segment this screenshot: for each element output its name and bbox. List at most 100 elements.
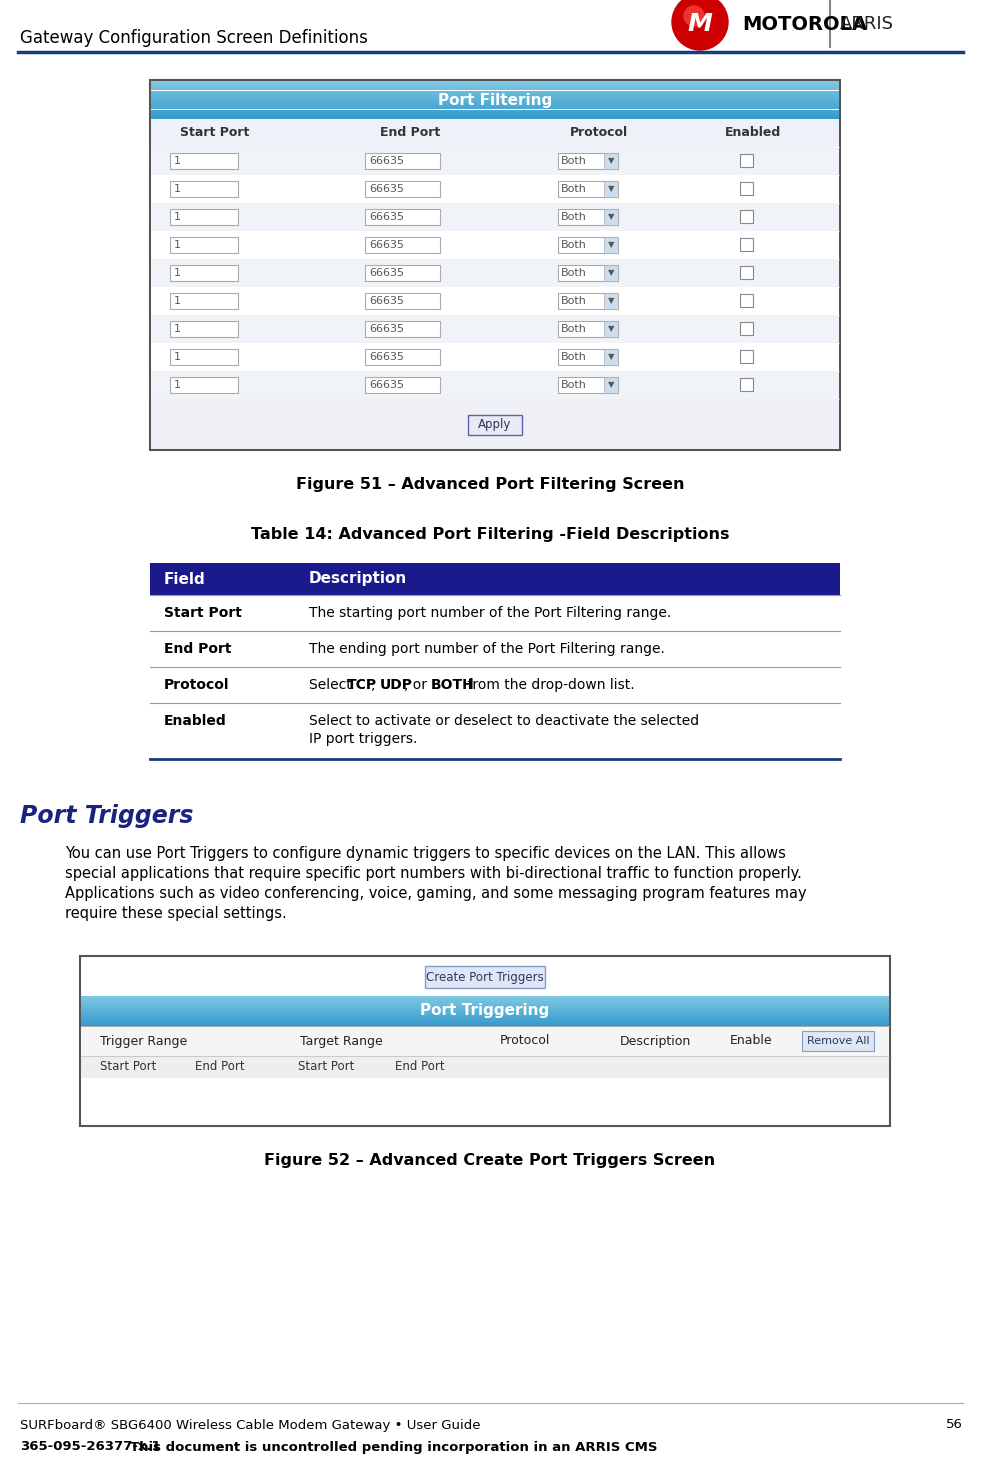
- Text: 1: 1: [174, 184, 181, 195]
- Bar: [170, 182, 238, 198]
- Text: Target Range: Target Range: [300, 1035, 383, 1048]
- Text: require these special settings.: require these special settings.: [65, 906, 286, 921]
- Text: Figure 51 – Advanced Port Filtering Screen: Figure 51 – Advanced Port Filtering Scre…: [295, 477, 685, 492]
- Text: Apply: Apply: [479, 419, 512, 430]
- Bar: [365, 293, 440, 309]
- Bar: [170, 154, 238, 168]
- Bar: [151, 203, 839, 231]
- Text: Both: Both: [561, 268, 587, 278]
- Bar: [425, 966, 545, 988]
- Text: 66635: 66635: [369, 240, 404, 250]
- Bar: [365, 182, 440, 198]
- Text: Both: Both: [561, 351, 587, 362]
- Bar: [150, 668, 840, 703]
- Bar: [170, 293, 238, 309]
- Text: BOTH: BOTH: [431, 678, 475, 692]
- Text: Port Triggers: Port Triggers: [20, 804, 193, 829]
- Text: ▼: ▼: [608, 353, 614, 362]
- Text: UDP: UDP: [380, 678, 413, 692]
- Text: End Port: End Port: [164, 643, 232, 656]
- Text: Create Port Triggers: Create Port Triggers: [426, 971, 543, 984]
- Bar: [740, 322, 753, 335]
- Text: , or: , or: [404, 678, 432, 692]
- Bar: [150, 631, 840, 668]
- Bar: [151, 370, 839, 400]
- Bar: [151, 400, 839, 449]
- Bar: [604, 378, 618, 392]
- Bar: [558, 348, 618, 365]
- Text: Select to activate or deselect to deactivate the selected: Select to activate or deselect to deacti…: [309, 714, 699, 728]
- FancyBboxPatch shape: [468, 414, 522, 435]
- Text: 66635: 66635: [369, 324, 404, 334]
- Bar: [365, 348, 440, 365]
- Bar: [740, 239, 753, 250]
- Text: Enable: Enable: [730, 1035, 773, 1048]
- Text: Field: Field: [164, 571, 206, 587]
- Text: Enabled: Enabled: [164, 714, 227, 728]
- Bar: [81, 1026, 889, 1056]
- Text: 1: 1: [174, 351, 181, 362]
- Text: 66635: 66635: [369, 212, 404, 223]
- Text: ▼: ▼: [608, 381, 614, 389]
- Text: IP port triggers.: IP port triggers.: [309, 732, 417, 747]
- Text: Applications such as video conferencing, voice, gaming, and some messaging progr: Applications such as video conferencing,…: [65, 886, 806, 900]
- Bar: [558, 237, 618, 253]
- Bar: [604, 265, 618, 281]
- Bar: [740, 294, 753, 307]
- Text: SURFboard® SBG6400 Wireless Cable Modem Gateway • User Guide: SURFboard® SBG6400 Wireless Cable Modem …: [20, 1419, 481, 1432]
- Bar: [604, 321, 618, 337]
- Text: 66635: 66635: [369, 296, 404, 306]
- Bar: [170, 378, 238, 392]
- Text: End Port: End Port: [395, 1060, 444, 1073]
- Bar: [151, 119, 839, 146]
- Bar: [740, 154, 753, 167]
- Text: ▼: ▼: [608, 184, 614, 193]
- Text: 66635: 66635: [369, 157, 404, 165]
- Text: 1: 1: [174, 381, 181, 389]
- Text: ,: ,: [371, 678, 380, 692]
- Text: special applications that require specific port numbers with bi-directional traf: special applications that require specif…: [65, 867, 801, 881]
- Bar: [365, 378, 440, 392]
- Bar: [558, 293, 618, 309]
- Bar: [604, 209, 618, 225]
- Text: ARRIS: ARRIS: [840, 15, 894, 34]
- Text: Description: Description: [620, 1035, 692, 1048]
- Circle shape: [672, 0, 728, 50]
- Text: Start Port: Start Port: [298, 1060, 354, 1073]
- Text: Both: Both: [561, 381, 587, 389]
- Bar: [558, 209, 618, 225]
- Text: Both: Both: [561, 296, 587, 306]
- Bar: [604, 293, 618, 309]
- Text: Start Port: Start Port: [164, 606, 242, 619]
- Text: 1: 1: [174, 324, 181, 334]
- Circle shape: [684, 6, 704, 26]
- Text: MOTOROLA: MOTOROLA: [742, 15, 867, 34]
- Text: Both: Both: [561, 324, 587, 334]
- Text: Both: Both: [561, 157, 587, 165]
- Bar: [558, 378, 618, 392]
- Text: ▼: ▼: [608, 240, 614, 249]
- Text: 66635: 66635: [369, 268, 404, 278]
- Text: 66635: 66635: [369, 351, 404, 362]
- Bar: [150, 564, 840, 594]
- Bar: [170, 321, 238, 337]
- Bar: [558, 321, 618, 337]
- Text: 365-095-26377-x.1: 365-095-26377-x.1: [20, 1441, 161, 1454]
- Text: 1: 1: [174, 240, 181, 250]
- Text: Start Port: Start Port: [180, 126, 249, 139]
- Text: Remove All: Remove All: [806, 1037, 869, 1045]
- Bar: [604, 237, 618, 253]
- Text: TCP: TCP: [347, 678, 377, 692]
- Bar: [170, 348, 238, 365]
- Text: M: M: [688, 12, 712, 37]
- Text: Figure 52 – Advanced Create Port Triggers Screen: Figure 52 – Advanced Create Port Trigger…: [265, 1154, 715, 1168]
- Bar: [365, 154, 440, 168]
- Bar: [170, 237, 238, 253]
- Bar: [151, 176, 839, 203]
- Text: 1: 1: [174, 268, 181, 278]
- Bar: [151, 146, 839, 176]
- Bar: [151, 259, 839, 287]
- Text: Port Filtering: Port Filtering: [438, 92, 552, 107]
- Bar: [150, 703, 840, 758]
- Bar: [170, 265, 238, 281]
